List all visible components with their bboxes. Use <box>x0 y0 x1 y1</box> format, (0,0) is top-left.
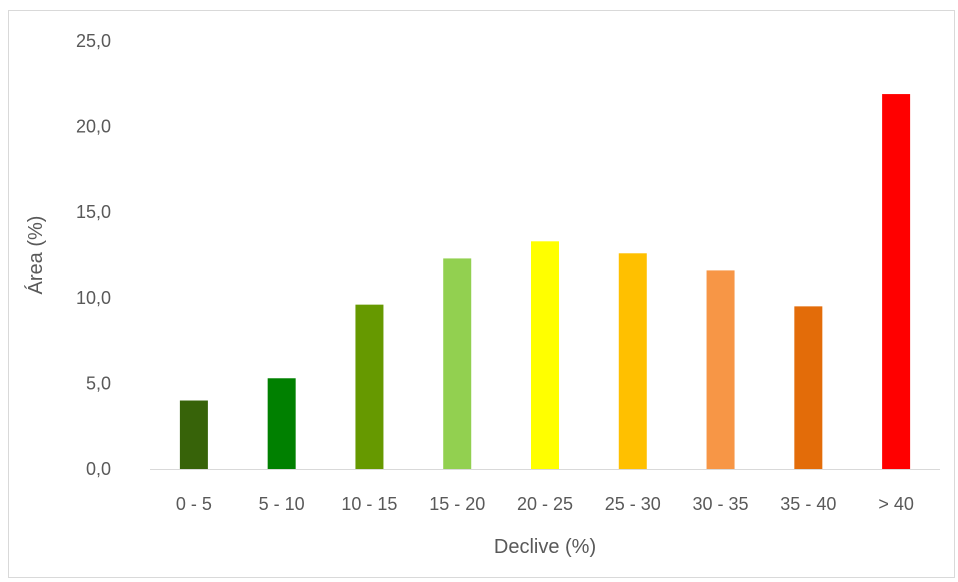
x-tick-label: 0 - 5 <box>176 494 212 514</box>
bar <box>618 253 647 469</box>
y-tick-label: 25,0 <box>76 31 111 51</box>
bar <box>794 306 823 469</box>
y-tick-label: 15,0 <box>76 202 111 222</box>
x-tick-label: 10 - 15 <box>341 494 397 514</box>
chart-frame <box>8 10 955 578</box>
bar <box>443 258 472 469</box>
bar <box>531 241 559 469</box>
y-axis-ticks: 0,0 5,0 10,0 15,0 20,0 25,0 <box>76 31 111 479</box>
bar <box>882 94 911 470</box>
bar <box>267 378 296 469</box>
y-tick-label: 20,0 <box>76 117 111 137</box>
x-tick-label: 15 - 20 <box>429 494 485 514</box>
bar <box>179 400 208 469</box>
y-tick-label: 10,0 <box>76 288 111 308</box>
bars-group <box>179 94 911 470</box>
y-axis-title: Área (%) <box>24 216 47 295</box>
bar <box>706 270 735 469</box>
x-tick-label: 25 - 30 <box>605 494 661 514</box>
x-tick-label: 35 - 40 <box>780 494 836 514</box>
bar <box>355 304 384 469</box>
x-axis-title: Declive (%) <box>494 536 596 558</box>
x-axis-ticks: 0 - 5 5 - 10 10 - 15 15 - 20 20 - 25 25 - 30 3… <box>176 494 914 514</box>
x-tick-label: > 40 <box>878 494 914 514</box>
x-tick-label: 5 - 10 <box>259 494 305 514</box>
y-tick-label: 5,0 <box>86 373 111 393</box>
y-tick-label: 0,0 <box>86 459 111 479</box>
x-tick-label: 30 - 35 <box>693 494 749 514</box>
x-tick-label: 20 - 25 <box>517 494 573 514</box>
